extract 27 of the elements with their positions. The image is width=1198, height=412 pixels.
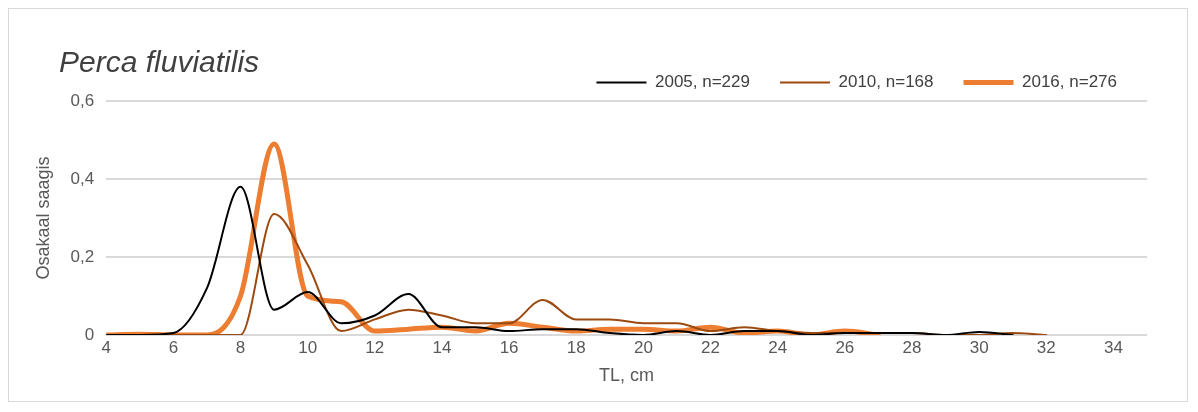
y-tick-label: 0,6 [70,90,95,110]
x-tick-label: 24 [768,337,788,357]
x-tick-label: 12 [365,337,385,357]
y-axis-title: Osakaal saagis [32,156,53,280]
chart-title: Perca fluviatilis [59,45,260,79]
x-axis-title: TL, cm [599,365,655,386]
legend-label: 2005, n=229 [654,72,750,92]
x-tick-label: 20 [633,337,653,357]
line-series [106,185,1014,335]
x-tick-label: 18 [566,337,586,357]
x-tick-label: 10 [298,337,318,357]
x-tick-label: 22 [701,337,721,357]
x-tick-label: 16 [499,337,519,357]
y-tick-label: 0,4 [70,168,95,188]
x-tick-label: 6 [168,337,179,357]
x-tick-label: 4 [101,337,111,357]
x-tick-label: 32 [1036,337,1056,357]
legend-label: 2016, n=276 [1021,72,1117,92]
x-tick-label: 14 [432,337,452,357]
x-tick-label: 26 [835,337,855,357]
x-tick-label: 8 [235,337,246,357]
y-tick-label: 0,2 [70,246,95,266]
y-tick-label: 0 [84,324,95,344]
x-tick-label: 34 [1103,337,1123,357]
legend-label: 2010, n=168 [838,72,934,92]
x-tick-label: 30 [969,337,989,357]
x-tick-label: 28 [902,337,922,357]
